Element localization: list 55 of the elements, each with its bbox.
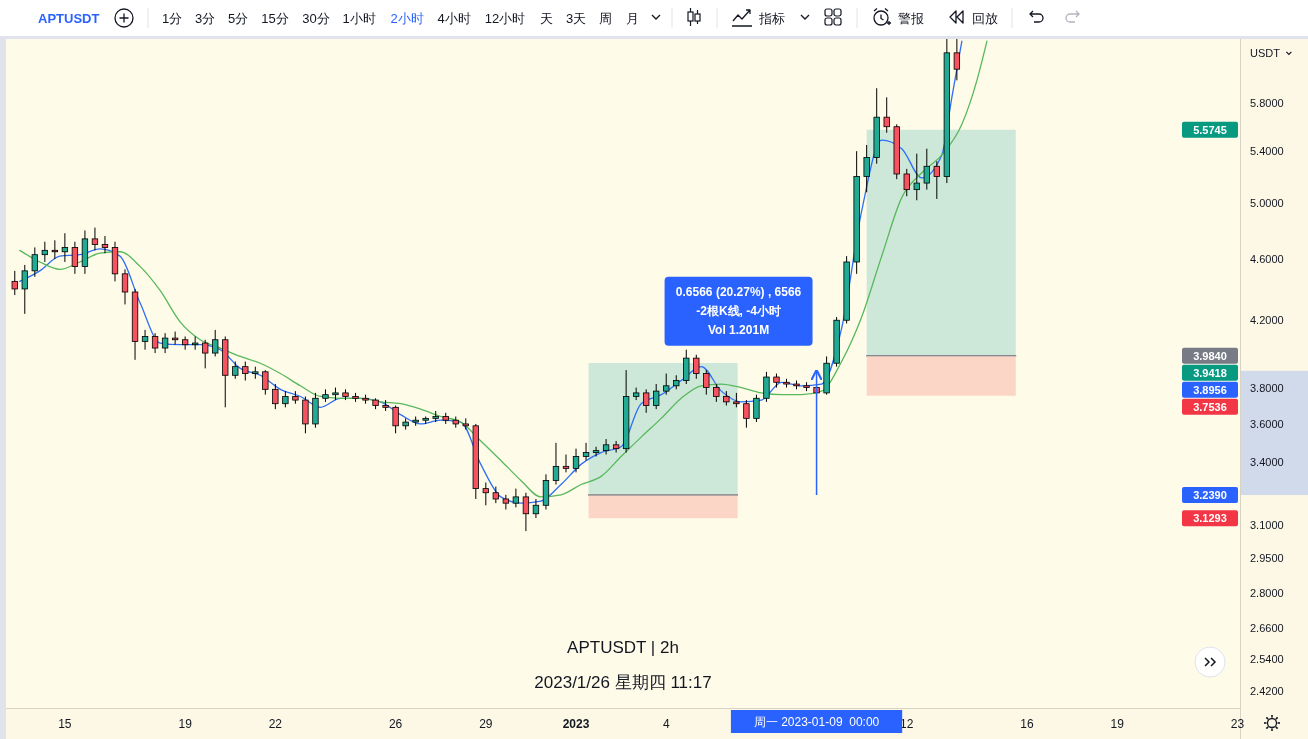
annotation: 3.8956 xyxy=(1193,383,1227,396)
annotation: 3.9418 xyxy=(1193,366,1227,379)
y-tick-label: 2.6600 xyxy=(1250,621,1284,634)
annotation: 3.1293 xyxy=(1193,512,1227,525)
x-tick-label: 26 xyxy=(388,717,403,731)
y-tick-label: 3.8000 xyxy=(1250,381,1284,394)
text: 3分 xyxy=(194,10,216,26)
x-tick-label: 29 xyxy=(479,717,493,731)
text: 1分 xyxy=(161,10,183,26)
y-tick-label: 5.8000 xyxy=(1250,97,1284,110)
text: 回放 xyxy=(972,10,998,26)
y-tick-label: 2.8000 xyxy=(1250,587,1284,599)
x-tick-label: 4 xyxy=(662,717,670,731)
annotation: -2根K线, -4小时 xyxy=(696,304,781,319)
x-tick-label: 2023 xyxy=(562,717,590,731)
text: APTUSDT | 2h xyxy=(567,637,679,657)
annotation: 3.7536 xyxy=(1193,400,1227,413)
x-tick-label: 19 xyxy=(1110,717,1125,731)
y-tick-label: 2.4200 xyxy=(1250,685,1284,698)
text: 4小时 xyxy=(437,10,471,26)
y-axis-title: USDT xyxy=(1250,47,1281,59)
text: 警报 xyxy=(898,10,924,26)
y-tick-label: 5.4000 xyxy=(1250,145,1284,158)
text: 3天 xyxy=(565,10,587,26)
x-tick-label: 22 xyxy=(268,717,283,731)
annotation: 3.2390 xyxy=(1193,489,1227,502)
text: 2023/1/26 星期四 11:17 xyxy=(534,672,712,692)
text: APTUSDT xyxy=(38,10,100,26)
y-tick-label: 2.9500 xyxy=(1250,551,1284,564)
y-tick-label: 3.4000 xyxy=(1250,456,1284,469)
text: 指标 xyxy=(758,10,785,26)
y-tick-label: 5.0000 xyxy=(1250,196,1284,209)
annotation: 5.5745 xyxy=(1193,123,1227,136)
text: 5分 xyxy=(227,10,249,26)
y-tick-label: 4.6000 xyxy=(1250,253,1284,266)
text: 30分 xyxy=(302,10,330,26)
annotation: 3.9840 xyxy=(1193,349,1227,362)
text: 2小时 xyxy=(390,10,424,26)
annotation: Vol 1.201M xyxy=(708,323,770,338)
y-tick-label: 4.2000 xyxy=(1250,314,1284,327)
text: 15分 xyxy=(261,10,289,26)
text: 周 xyxy=(598,10,612,26)
x-tick-label: 19 xyxy=(178,717,193,731)
text: 1小时 xyxy=(342,10,376,26)
y-tick-label: 3.6000 xyxy=(1250,417,1284,430)
y-tick-label: 3.1000 xyxy=(1250,518,1284,531)
x-tick-label: 15 xyxy=(58,717,72,731)
annotation: 0.6566 (20.27%) , 6566 xyxy=(675,285,802,300)
x-tick-label: 16 xyxy=(1020,717,1035,731)
x-tick-label: 23 xyxy=(1230,717,1245,731)
text: 月 xyxy=(625,10,639,26)
text: 周一 2023-01-09 00:00 xyxy=(753,714,880,729)
y-tick-label: 2.5400 xyxy=(1250,652,1284,665)
text: 12小时 xyxy=(484,10,526,26)
text: 天 xyxy=(539,10,553,26)
